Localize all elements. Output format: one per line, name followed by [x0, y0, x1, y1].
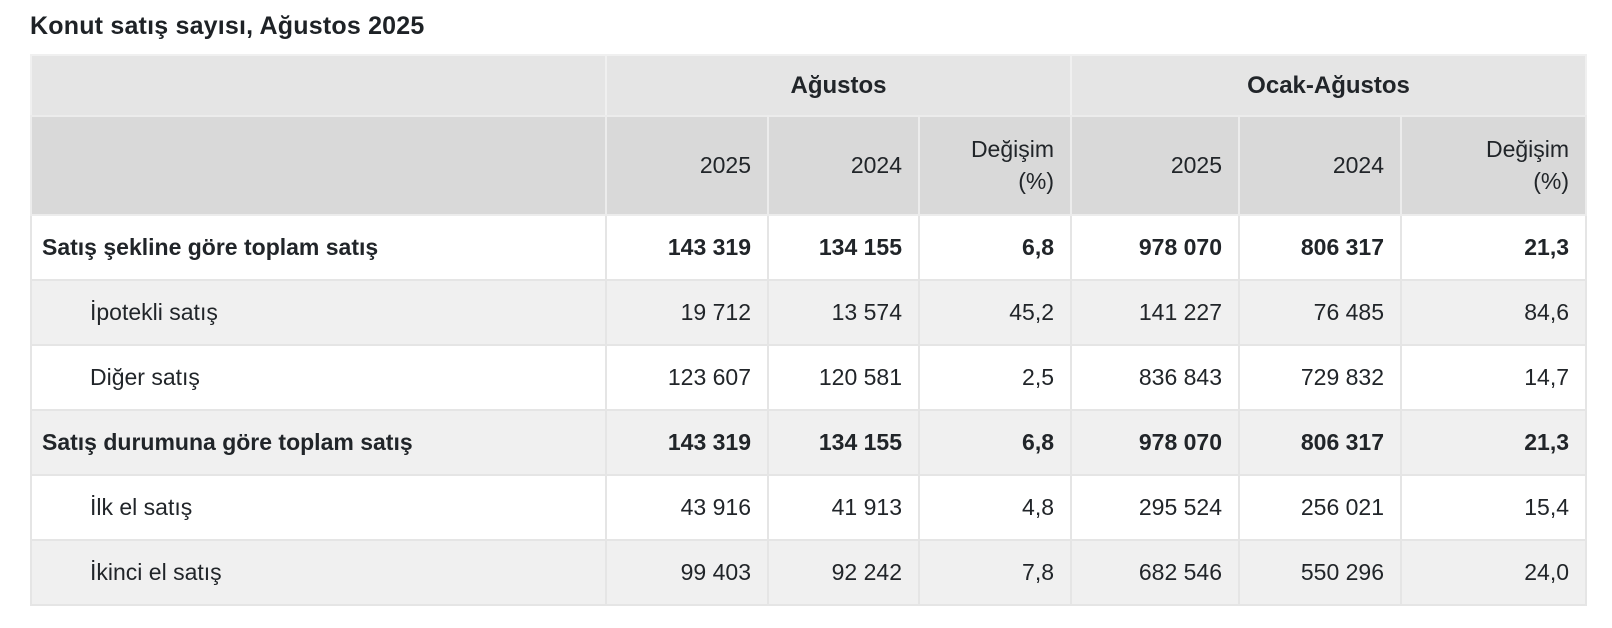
row-label: İkinci el satış: [30, 539, 607, 606]
row-label: Diğer satış: [30, 344, 607, 411]
cell-august-change: 7,8: [917, 539, 1073, 606]
cell-ytd-change: 21,3: [1400, 214, 1588, 281]
cell-ytd-2025: 295 524: [1070, 474, 1241, 541]
cell-august-2024: 92 242: [767, 539, 920, 606]
header-ytd-change: Değişim (%): [1400, 115, 1588, 216]
corner-subheader-cell: [30, 115, 607, 216]
cell-august-change: 6,8: [917, 214, 1073, 281]
cell-august-2024: 134 155: [767, 409, 920, 476]
cell-ytd-2024: 550 296: [1238, 539, 1403, 606]
cell-august-2024: 134 155: [767, 214, 920, 281]
sub-header-row: 2025 2024 Değişim (%) 2025 2024 Değişim …: [30, 115, 1588, 216]
cell-ytd-change: 21,3: [1400, 409, 1588, 476]
row-label: İpotekli satış: [30, 279, 607, 346]
cell-ytd-2024: 256 021: [1238, 474, 1403, 541]
cell-ytd-2024: 806 317: [1238, 214, 1403, 281]
row-label: İlk el satış: [30, 474, 607, 541]
page-title: Konut satış sayısı, Ağustos 2025: [30, 12, 425, 40]
cell-ytd-2024: 76 485: [1238, 279, 1403, 346]
cell-august-change: 2,5: [917, 344, 1073, 411]
header-ytd-2025: 2025: [1070, 115, 1241, 216]
cell-ytd-change: 84,6: [1400, 279, 1588, 346]
cell-ytd-2025: 682 546: [1070, 539, 1241, 606]
cell-ytd-2024: 729 832: [1238, 344, 1403, 411]
corner-header-cell: [30, 54, 607, 117]
cell-august-2025: 43 916: [605, 474, 769, 541]
cell-august-change: 45,2: [917, 279, 1073, 346]
cell-august-2025: 143 319: [605, 214, 769, 281]
table-body: Satış şekline göre toplam satış 143 319 …: [30, 214, 1588, 606]
cell-august-2024: 41 913: [767, 474, 920, 541]
cell-august-2025: 123 607: [605, 344, 769, 411]
cell-ytd-2025: 836 843: [1070, 344, 1241, 411]
table-row-sale-status-total: Satış durumuna göre toplam satış 143 319…: [30, 409, 1588, 476]
row-label: Satış durumuna göre toplam satış: [30, 409, 607, 476]
housing-sales-table: Ağustos Ocak-Ağustos 2025 2024 Değişim (…: [30, 54, 1588, 606]
cell-august-2025: 19 712: [605, 279, 769, 346]
cell-august-2024: 120 581: [767, 344, 920, 411]
group-header-row: Ağustos Ocak-Ağustos: [30, 54, 1588, 117]
cell-august-change: 4,8: [917, 474, 1073, 541]
table-row-other-sales: Diğer satış 123 607 120 581 2,5 836 843 …: [30, 344, 1588, 411]
header-august-2024: 2024: [767, 115, 920, 216]
cell-august-2024: 13 574: [767, 279, 920, 346]
cell-ytd-change: 24,0: [1400, 539, 1588, 606]
table-row-sale-type-total: Satış şekline göre toplam satış 143 319 …: [30, 214, 1588, 281]
cell-ytd-change: 15,4: [1400, 474, 1588, 541]
table-header: Ağustos Ocak-Ağustos 2025 2024 Değişim (…: [30, 54, 1588, 216]
cell-august-2025: 143 319: [605, 409, 769, 476]
cell-ytd-2024: 806 317: [1238, 409, 1403, 476]
header-august-change: Değişim (%): [917, 115, 1073, 216]
header-ytd-2024: 2024: [1238, 115, 1403, 216]
group-header-august: Ağustos: [604, 54, 1073, 117]
group-header-jan-august: Ocak-Ağustos: [1070, 54, 1588, 117]
header-august-2025: 2025: [605, 115, 769, 216]
cell-ytd-2025: 141 227: [1070, 279, 1241, 346]
cell-ytd-2025: 978 070: [1070, 214, 1241, 281]
cell-august-change: 6,8: [917, 409, 1073, 476]
cell-ytd-change: 14,7: [1400, 344, 1588, 411]
cell-ytd-2025: 978 070: [1070, 409, 1241, 476]
cell-august-2025: 99 403: [605, 539, 769, 606]
row-label: Satış şekline göre toplam satış: [30, 214, 607, 281]
report-container: Konut satış sayısı, Ağustos 2025 Ağustos…: [30, 12, 1588, 606]
table-row-mortgaged-sales: İpotekli satış 19 712 13 574 45,2 141 22…: [30, 279, 1588, 346]
table-row-second-hand-sales: İkinci el satış 99 403 92 242 7,8 682 54…: [30, 539, 1588, 606]
table-row-first-hand-sales: İlk el satış 43 916 41 913 4,8 295 524 2…: [30, 474, 1588, 541]
